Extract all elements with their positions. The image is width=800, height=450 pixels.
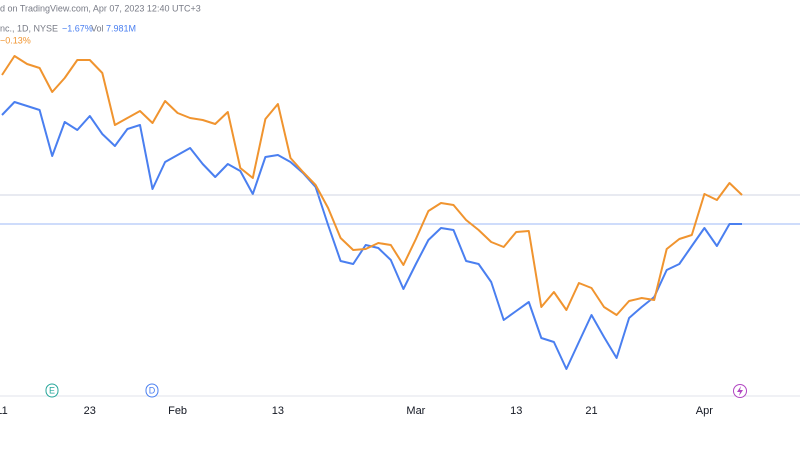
x-tick-label: Apr — [696, 405, 713, 417]
x-tick-label: 11 — [0, 405, 8, 417]
source-text: d on TradingView.com, Apr 07, 2023 12:40… — [0, 3, 201, 13]
x-tick-label: 13 — [510, 405, 522, 417]
event-badge — [45, 383, 59, 398]
series-line — [1, 55, 743, 316]
event-badge — [145, 383, 159, 398]
change-text: −1.67% — [62, 23, 93, 33]
event-label: D — [149, 385, 156, 395]
volume-label: Vol — [91, 23, 104, 33]
x-tick-label: 23 — [84, 405, 96, 417]
x-tick-label: 21 — [585, 405, 597, 417]
series-line — [1, 101, 742, 370]
event-label: E — [49, 385, 55, 395]
x-tick-label: Mar — [406, 405, 425, 417]
x-tick-label: 13 — [272, 405, 284, 417]
x-tick-label: Feb — [168, 405, 187, 417]
change2-text: −0.13% — [0, 35, 31, 45]
volume-text: 7.981M — [106, 23, 136, 33]
lightning-icon — [737, 386, 743, 396]
symbol-text: nc., 1D, NYSE — [0, 23, 58, 33]
